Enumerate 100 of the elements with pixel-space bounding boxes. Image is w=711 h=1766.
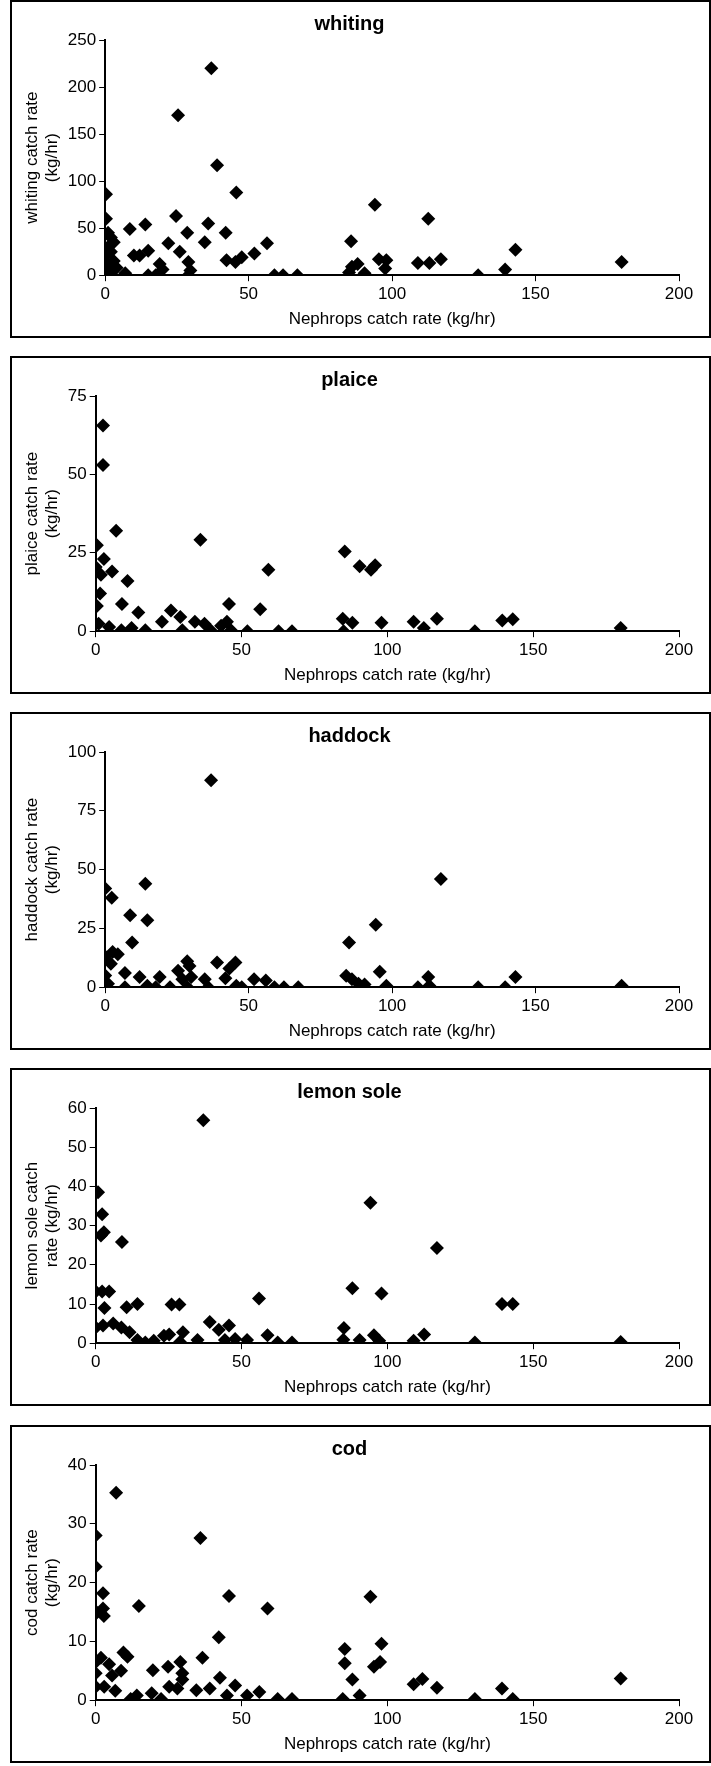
y-tick-label: 75 — [67, 385, 87, 405]
point — [221, 1318, 236, 1333]
point — [106, 1316, 121, 1331]
y-tick-label: 40 — [67, 1454, 87, 1474]
y-tick-label: 20 — [67, 1572, 87, 1592]
y-tick-label: 40 — [67, 1176, 87, 1196]
point — [505, 1297, 520, 1311]
point — [95, 586, 108, 601]
y-tick-label: 25 — [77, 918, 97, 938]
x-tick-label: 200 — [664, 996, 694, 1016]
point — [140, 913, 155, 928]
x-tick-label: 100 — [373, 1352, 402, 1372]
point — [613, 1671, 628, 1686]
point — [211, 1630, 226, 1645]
point — [415, 1672, 430, 1687]
point — [193, 532, 208, 547]
point — [184, 970, 199, 985]
point — [345, 615, 360, 630]
point — [173, 1654, 188, 1669]
x-tick-label: 50 — [232, 1709, 251, 1729]
point — [342, 935, 357, 950]
y-tick-label: 100 — [67, 170, 97, 190]
point — [228, 1331, 243, 1344]
point — [508, 970, 523, 985]
point — [429, 611, 444, 626]
x-tick-label: 200 — [664, 640, 694, 660]
point — [368, 917, 383, 932]
point — [97, 1300, 112, 1315]
point — [119, 1300, 134, 1315]
point — [196, 1113, 211, 1128]
x-tick-label: 100 — [373, 1709, 402, 1729]
point — [114, 596, 129, 611]
point — [97, 1679, 112, 1694]
y-tick-label: 25 — [67, 542, 87, 562]
point — [212, 1670, 227, 1685]
point — [374, 1286, 389, 1301]
point — [406, 1677, 421, 1692]
y-tick-label: 0 — [86, 976, 97, 996]
point — [373, 1654, 388, 1669]
x-axis-title: Nephrops catch rate (kg/hr) — [283, 1377, 491, 1397]
point — [228, 955, 243, 970]
x-tick-label: 50 — [239, 284, 259, 304]
point — [154, 614, 169, 629]
point — [187, 614, 202, 629]
point — [252, 1684, 267, 1699]
x-tick-label: 150 — [518, 640, 548, 660]
point — [252, 1291, 267, 1306]
y-tick-label: 50 — [67, 464, 87, 484]
point — [337, 1656, 352, 1671]
point — [211, 1322, 226, 1337]
point — [372, 964, 387, 979]
y-tick-label: 20 — [67, 1254, 87, 1274]
point — [102, 620, 117, 632]
point — [105, 956, 118, 971]
y-tick-label: 60 — [67, 1097, 87, 1117]
y-tick-label: 0 — [86, 264, 97, 284]
point — [336, 1332, 351, 1344]
point — [105, 564, 120, 579]
point — [114, 1235, 129, 1250]
x-tick-label: 100 — [373, 640, 402, 660]
point — [336, 1320, 351, 1335]
y-axis-title: lemon sole catch rate (kg/hr) — [21, 1161, 62, 1290]
point — [495, 613, 510, 628]
point — [197, 972, 212, 987]
point — [261, 562, 276, 577]
x-axis-title: Nephrops catch rate (kg/hr) — [288, 1021, 496, 1041]
point — [363, 1589, 378, 1604]
point — [193, 1530, 208, 1545]
point — [345, 1281, 360, 1296]
point — [189, 1683, 204, 1698]
y-tick-label: 0 — [77, 1332, 87, 1352]
point — [240, 1688, 255, 1701]
point — [494, 1681, 509, 1696]
point — [96, 1586, 110, 1601]
point — [96, 1318, 110, 1333]
x-tick-label: 50 — [239, 996, 259, 1016]
point — [368, 558, 383, 573]
point — [138, 876, 153, 891]
point — [258, 973, 273, 988]
chart-title: plaice — [321, 367, 378, 390]
y-tick-label: 250 — [67, 29, 97, 49]
x-axis-title: Nephrops catch rate (kg/hr) — [283, 665, 491, 685]
point — [253, 602, 268, 617]
point — [114, 1663, 129, 1678]
point — [95, 1207, 110, 1222]
point — [144, 1686, 159, 1701]
point — [95, 1650, 108, 1665]
point — [195, 1650, 210, 1665]
x-tick-label: 50 — [232, 640, 251, 660]
point — [131, 1599, 146, 1614]
y-tick-label: 50 — [77, 859, 97, 879]
point — [505, 612, 520, 627]
point — [173, 610, 188, 625]
y-tick-label: 75 — [77, 800, 97, 820]
y-tick-label: 30 — [67, 1215, 87, 1235]
point — [114, 1320, 129, 1335]
y-axis-title: whiting catch rate (kg/hr) — [21, 91, 62, 225]
y-axis-title: cod catch rate (kg/hr) — [21, 1529, 62, 1636]
point — [96, 552, 111, 567]
point — [122, 1325, 137, 1340]
